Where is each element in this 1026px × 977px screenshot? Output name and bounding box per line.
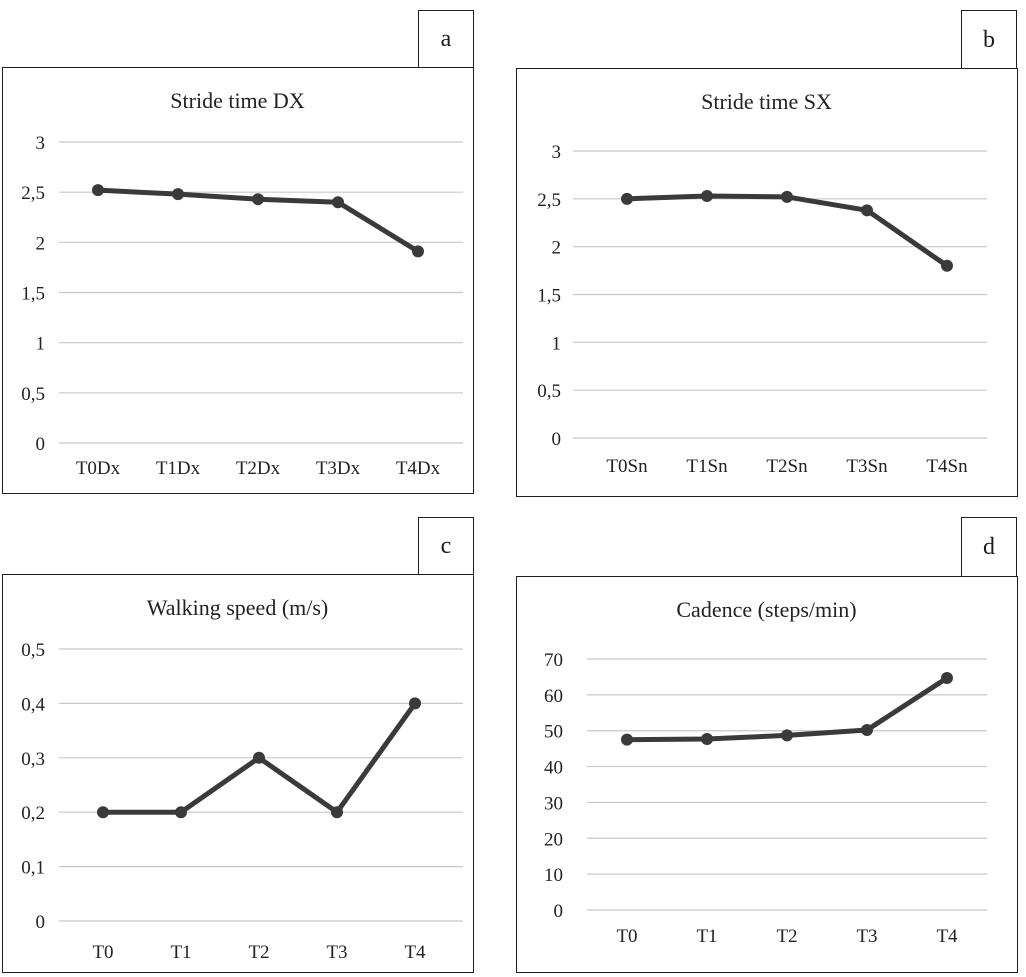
y-tick-label: 2,5 [537, 190, 561, 211]
y-tick-label: 0 [552, 429, 562, 450]
chart-title: Stride time DX [170, 88, 305, 113]
chart-title: Cadence (steps/min) [676, 597, 856, 622]
data-point [172, 188, 184, 201]
y-tick-label: 0,5 [537, 381, 561, 402]
data-point [412, 245, 424, 258]
x-tick-label: T2Sn [766, 456, 808, 477]
y-tick-label: 2 [36, 233, 46, 254]
data-point [621, 192, 633, 205]
data-point [253, 751, 265, 764]
series-line [624, 193, 950, 269]
x-tick-label: T2 [248, 942, 269, 963]
data-point [331, 806, 343, 819]
y-tick-label: 1 [36, 334, 46, 355]
y-tick-label: 20 [544, 829, 563, 850]
stride-time-dx-chart: Stride time DX 0 0,5 1 1,5 2 2,5 3 T0Dx T1Dx T2Dx T… [21, 88, 463, 479]
y-tick-label: 1,5 [21, 284, 45, 305]
y-tick-label: 50 [544, 722, 563, 743]
y-tick-label: 0,2 [21, 803, 45, 824]
chart-frame-a: Stride time DX 0 0,5 1 1,5 2 2,5 3 T0Dx T1Dx T2Dx T… [2, 67, 474, 494]
x-tick-label: T3 [326, 942, 347, 963]
x-tick-label: T4 [936, 926, 958, 947]
y-tick-label: 30 [544, 793, 563, 814]
x-tick-label: T0 [92, 942, 113, 963]
x-tick-label: T1Sn [686, 456, 728, 477]
y-tick-label: 2 [552, 238, 562, 259]
y-tick-label: 0,3 [21, 749, 45, 770]
data-point [861, 204, 873, 217]
y-tick-label: 1 [552, 333, 562, 354]
data-point [175, 806, 187, 819]
chart-title: Walking speed (m/s) [147, 595, 329, 620]
cadence-chart: Cadence (steps/min) 0 10 20 30 40 50 60 70 T0 T1 T2… [544, 597, 987, 947]
x-tick-label: T1 [170, 942, 191, 963]
y-tick-label: 0,5 [21, 384, 45, 405]
chart-frame-b: Stride time SX 0 0,5 1 1,5 2 2,5 3 T0Sn T1Sn T2Sn T… [516, 68, 1018, 497]
data-point [941, 672, 953, 685]
x-tick-label: T0Sn [606, 456, 648, 477]
panel-letter-a: a [418, 10, 474, 68]
data-point [332, 196, 344, 209]
x-tick-label: T3 [856, 926, 877, 947]
y-tick-label: 1,5 [537, 286, 561, 307]
y-tick-label: 10 [544, 865, 563, 886]
y-tick-label: 0 [36, 912, 46, 933]
x-tick-label: T2 [776, 926, 797, 947]
panel-letter-b: b [961, 10, 1017, 70]
y-tick-label: 3 [36, 133, 46, 154]
data-point [781, 729, 793, 742]
y-tick-label: 60 [544, 686, 563, 707]
y-tick-label: 0,1 [21, 858, 45, 879]
stride-time-sx-chart: Stride time SX 0 0,5 1 1,5 2 2,5 3 T0Sn T1Sn T2Sn T… [537, 89, 987, 477]
y-tick-label: 70 [544, 650, 563, 671]
x-tick-label: T4Sn [926, 456, 968, 477]
y-tick-label: 0,4 [21, 694, 45, 715]
data-point [701, 732, 713, 745]
x-tick-label: T1 [696, 926, 717, 947]
walking-speed-chart: Walking speed (m/s) 0 0,1 0,2 0,3 0,4 0,5 T0 T1 T… [21, 595, 463, 963]
chart-frame-c: Walking speed (m/s) 0 0,1 0,2 0,3 0,4 0,5 T0 T1 T… [2, 574, 474, 973]
chart-title: Stride time SX [701, 89, 832, 114]
x-tick-label: T2Dx [236, 458, 281, 479]
data-point [92, 184, 104, 197]
x-tick-label: T4 [404, 942, 426, 963]
x-tick-label: T0 [616, 926, 637, 947]
x-tick-label: T3Dx [316, 458, 361, 479]
data-point [97, 806, 109, 819]
x-tick-label: T3Sn [846, 456, 888, 477]
x-tick-label: T0Dx [76, 458, 121, 479]
y-tick-label: 0 [554, 901, 564, 922]
y-tick-label: 0,5 [21, 640, 45, 661]
data-point [252, 193, 264, 206]
data-point [941, 259, 953, 272]
data-point [861, 723, 873, 736]
data-point [409, 697, 421, 710]
x-tick-label: T4Dx [396, 458, 441, 479]
data-point [621, 733, 633, 746]
panel-letter-d: d [961, 517, 1017, 577]
data-point [701, 189, 713, 202]
y-tick-label: 3 [552, 142, 562, 163]
y-tick-label: 0 [36, 434, 46, 455]
panel-letter-c: c [418, 517, 474, 575]
x-tick-label: T1Dx [156, 458, 201, 479]
data-point [781, 190, 793, 203]
chart-frame-d: Cadence (steps/min) 0 10 20 30 40 50 60 70 T0 T1 T2… [516, 576, 1018, 973]
y-tick-label: 40 [544, 758, 563, 779]
y-tick-label: 2,5 [21, 183, 45, 204]
